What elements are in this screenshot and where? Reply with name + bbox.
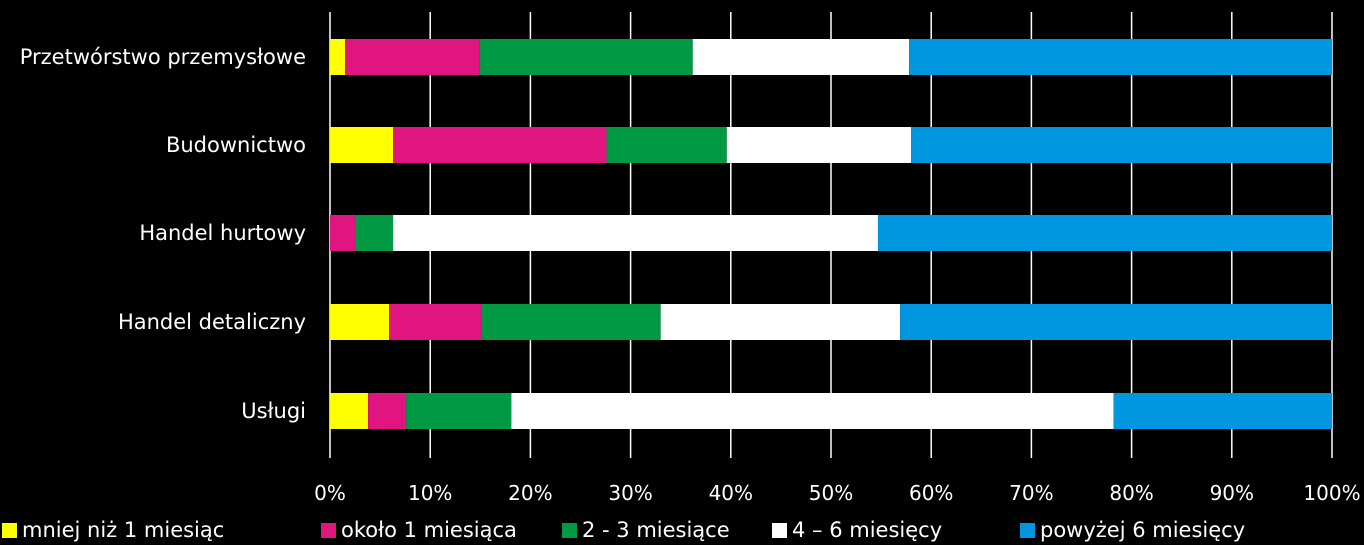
legend-swatch — [321, 522, 336, 538]
bar-segment — [660, 304, 901, 340]
x-tick-label: 20% — [508, 481, 552, 505]
x-tick-label: 100% — [1303, 481, 1360, 505]
bar-segment — [389, 304, 482, 340]
legend-swatch — [2, 522, 17, 538]
bar-segment — [900, 304, 1332, 340]
legend-swatch — [1020, 522, 1035, 538]
x-tick-label: 60% — [909, 481, 953, 505]
bar-segment — [393, 127, 607, 163]
legend-item: mniej niż 1 miesiąc — [2, 517, 224, 543]
bar-segment — [1113, 393, 1332, 429]
bar-segment — [368, 393, 407, 429]
category-labels: Przetwórstwo przemysłowe Budownictwo Hande… — [20, 45, 306, 423]
bar-segment — [726, 127, 912, 163]
legend-item: 4 – 6 miesięcy — [772, 517, 942, 543]
bar-segment — [911, 127, 1332, 163]
bar-segment — [355, 215, 394, 251]
bar-segment — [909, 39, 1332, 75]
bar-segment — [692, 39, 910, 75]
x-tick-label: 50% — [809, 481, 853, 505]
category-label: Przetwórstwo przemysłowe — [20, 45, 306, 69]
bar-segment — [878, 215, 1332, 251]
legend-swatch — [772, 522, 787, 538]
x-tick-label: 70% — [1009, 481, 1053, 505]
legend-label: 2 - 3 miesiące — [582, 518, 730, 542]
x-axis-tick-labels: 0% 10% 20% 30% 40% 50% 60% 70% 80% 90% 100% — [314, 481, 1360, 505]
x-tick-label: 30% — [608, 481, 652, 505]
bar-segment — [330, 215, 356, 251]
bar-segment — [330, 304, 390, 340]
legend: mniej niż 1 miesiąc około 1 miesiąca 2 - 3… — [0, 515, 1364, 545]
x-tick-label: 10% — [408, 481, 452, 505]
bar-segment — [406, 393, 512, 429]
category-label: Handel hurtowy — [139, 221, 306, 245]
bar-segment — [393, 215, 879, 251]
legend-label: powyżej 6 miesięcy — [1040, 518, 1246, 542]
bar-segment — [330, 39, 346, 75]
bar-segment — [479, 39, 693, 75]
bars — [330, 39, 1332, 429]
bar-segment — [481, 304, 661, 340]
legend-item: powyżej 6 miesięcy — [1020, 517, 1245, 543]
bar-segment — [606, 127, 727, 163]
bar-segment — [330, 393, 369, 429]
x-tick-label: 40% — [709, 481, 753, 505]
x-tick-label: 80% — [1109, 481, 1153, 505]
x-tick-label: 0% — [314, 481, 346, 505]
x-tick-label: 90% — [1210, 481, 1254, 505]
legend-label: 4 – 6 miesięcy — [792, 518, 943, 542]
legend-item: około 1 miesiąca — [321, 517, 517, 543]
category-label: Budownictwo — [166, 133, 306, 157]
legend-label: około 1 miesiąca — [341, 518, 517, 542]
legend-label: mniej niż 1 miesiąc — [22, 518, 225, 542]
legend-swatch — [562, 522, 577, 538]
bar-segment — [330, 127, 394, 163]
category-label: Handel detaliczny — [118, 310, 306, 334]
bar-segment — [511, 393, 1114, 429]
category-label: Usługi — [241, 399, 306, 423]
legend-item: 2 - 3 miesiące — [562, 517, 730, 543]
bar-segment — [345, 39, 480, 75]
